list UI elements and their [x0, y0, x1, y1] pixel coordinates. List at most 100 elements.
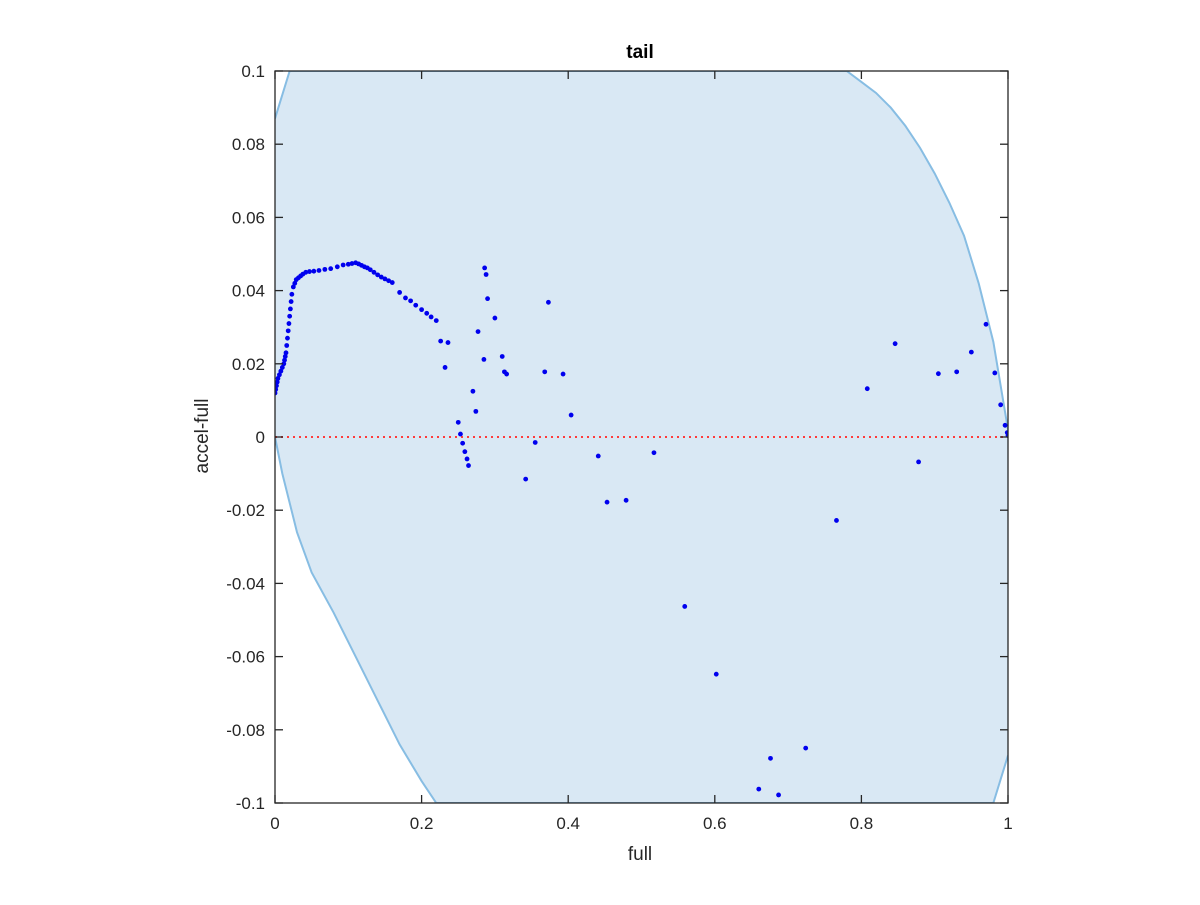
data-point	[460, 440, 466, 446]
data-point	[278, 368, 284, 374]
data-point	[275, 379, 280, 385]
data-point	[349, 261, 355, 266]
data-point	[285, 335, 290, 341]
data-point	[386, 278, 392, 284]
data-point	[289, 291, 295, 297]
data-point	[492, 315, 498, 321]
data-point	[424, 310, 430, 316]
data-point	[523, 476, 529, 482]
data-point	[275, 387, 279, 392]
data-point	[546, 299, 551, 305]
data-point	[623, 497, 629, 503]
data-point	[282, 354, 288, 359]
data-point	[568, 412, 574, 418]
data-point	[464, 456, 470, 462]
data-point	[316, 268, 322, 273]
data-point	[287, 306, 293, 312]
data-point	[283, 350, 289, 356]
data-point	[397, 290, 403, 295]
y-axis-label: accel-full	[192, 399, 213, 474]
data-point	[473, 408, 479, 414]
band-upper-edge	[275, 71, 1008, 430]
data-point	[968, 349, 974, 355]
data-point	[892, 341, 898, 347]
data-point	[768, 755, 773, 761]
data-point	[433, 318, 439, 324]
data-point	[408, 298, 414, 304]
data-point	[442, 365, 448, 370]
x-tick-label: 1	[1003, 814, 1012, 833]
y-tick-label: 0.02	[232, 355, 265, 374]
data-point	[499, 354, 505, 359]
data-point	[485, 296, 490, 302]
data-point	[438, 338, 444, 344]
data-point	[284, 343, 290, 348]
data-point	[1002, 422, 1008, 428]
data-point	[371, 269, 377, 275]
y-tick-label: 0	[256, 428, 265, 447]
data-point	[935, 371, 941, 377]
data-point	[483, 272, 489, 277]
y-tick-labels: -0.1 -0.08 -0.06 -0.04 -0.02 0 0.02 0.04 0.06 0.0…	[226, 62, 265, 813]
y-tick-label: 0.08	[232, 135, 265, 154]
data-point	[367, 267, 373, 273]
y-tick-label: -0.02	[226, 501, 265, 520]
data-point	[998, 402, 1004, 408]
data-point	[290, 284, 296, 290]
data-point	[532, 440, 538, 445]
data-point	[413, 302, 419, 308]
x-tick-labels: 0 0.2 0.4 0.6 0.8 1	[270, 814, 1012, 833]
x-axis-label: full	[628, 844, 652, 865]
data-point	[481, 357, 487, 362]
data-point	[954, 369, 960, 375]
data-point	[428, 314, 434, 320]
data-point	[328, 266, 334, 272]
data-point	[292, 280, 298, 286]
x-tick-label: 0.8	[850, 814, 874, 833]
data-point	[288, 299, 294, 304]
data-point	[287, 313, 293, 319]
data-point	[311, 268, 317, 274]
y-tick-label: 0.04	[232, 282, 265, 301]
data-point	[776, 792, 781, 798]
data-point	[286, 321, 292, 326]
y-tick-label: -0.1	[236, 794, 265, 813]
data-point	[713, 671, 719, 677]
data-point	[276, 372, 282, 378]
data-point	[542, 369, 548, 375]
data-point	[345, 261, 351, 267]
y-tick-label: 0.06	[232, 208, 265, 227]
data-point	[458, 431, 463, 437]
x-tick-label: 0	[270, 814, 279, 833]
data-point	[455, 419, 461, 425]
data-point	[389, 280, 395, 285]
data-point	[419, 307, 424, 313]
data-point	[604, 499, 610, 505]
data-point	[834, 518, 839, 523]
data-point	[322, 266, 328, 272]
data-point	[756, 786, 762, 792]
y-tick-label: -0.08	[226, 721, 265, 740]
data-point	[382, 276, 388, 282]
data-point	[340, 262, 346, 268]
data-point	[475, 329, 481, 334]
y-tick-label: 0.1	[241, 62, 265, 81]
data-point	[303, 269, 309, 275]
data-point	[595, 453, 601, 459]
data-point	[560, 371, 566, 377]
data-point	[378, 274, 384, 280]
x-tick-label: 0.4	[556, 814, 580, 833]
band-lower-edge	[275, 436, 1008, 803]
data-point	[275, 376, 281, 381]
data-point	[504, 371, 510, 377]
chart-title: tail	[626, 42, 653, 63]
data-point	[462, 449, 468, 455]
data-point	[403, 295, 408, 301]
data-point	[983, 321, 989, 327]
y-tick-label: -0.06	[226, 648, 265, 667]
data-point	[803, 745, 809, 751]
data-point	[375, 272, 381, 278]
data-point	[334, 264, 340, 270]
data-point	[651, 450, 657, 456]
